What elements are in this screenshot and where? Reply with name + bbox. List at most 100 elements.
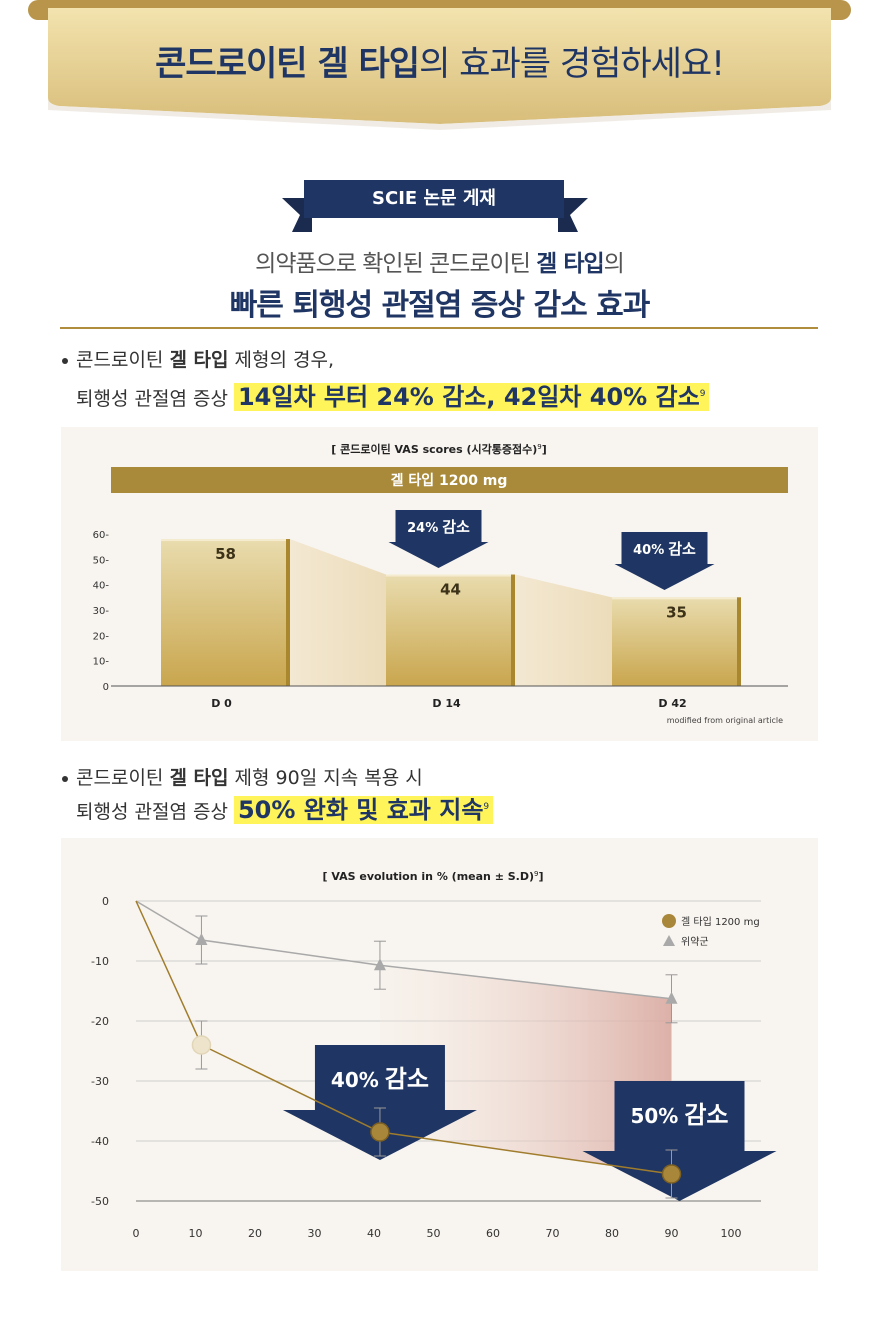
legend-placebo-marker	[663, 935, 675, 946]
line-xtick-label: 90	[665, 1227, 679, 1240]
bullet2-line1: 콘드로이틴 겔 타입 제형 90일 지속 복용 시	[62, 762, 423, 794]
bar-ytick-label: 60-	[93, 530, 110, 541]
banner-title-bold: 콘드로이틴 겔 타입	[155, 44, 420, 84]
line-xtick-label: 10	[189, 1227, 203, 1240]
dose-band	[111, 467, 788, 493]
bullet1-line2: 퇴행성 관절염 증상 14일차 부터 24% 감소, 42일차 40% 감소9	[76, 378, 710, 415]
bullet2-highlight-text: 50% 완화 및 효과 지속	[237, 796, 484, 824]
line-chart-title-text: [ VAS evolution in % (mean ± S.D)	[322, 870, 534, 883]
placebo-line	[135, 900, 672, 1000]
line-ytick-label: 0	[102, 895, 109, 908]
bar-top	[161, 539, 286, 542]
bar-category-label: D 0	[211, 697, 232, 710]
bar-ytick-label: 10-	[93, 657, 110, 668]
banner-title: 콘드로이틴 겔 타입의 효과를 경험하세요!	[0, 36, 879, 85]
title-banner	[28, 0, 851, 130]
reduction-text: 감소	[385, 1065, 429, 1093]
reduction-pct: 40%	[633, 543, 664, 558]
bullet2-pre: 콘드로이틴	[76, 767, 170, 789]
bullet1-bold: 겔 타입	[169, 349, 229, 371]
bar-category-label: D 14	[432, 697, 461, 710]
bullet2-bold: 겔 타입	[169, 767, 229, 789]
bullet1-post: 제형의 경우,	[228, 349, 335, 371]
subtitle-line1: 의약품으로 확인된 콘드로이틴 겔 타입의	[0, 244, 879, 278]
bar-value-label: 35	[666, 603, 687, 621]
bullet1-highlight: 14일차 부터 24% 감소, 42일차 40% 감소9	[233, 383, 710, 411]
divider	[60, 327, 818, 329]
bar-connector	[515, 574, 612, 686]
bar-ytick-label: 40-	[93, 581, 110, 592]
scie-badge: SCIE 논문 게재	[304, 180, 564, 218]
bar-chart-title: [ 콘드로이틴 VAS scores (시각통증점수)9]	[331, 442, 546, 456]
line-chart-title: [ VAS evolution in % (mean ± S.D)9]	[322, 870, 543, 883]
bar-chart-title-close: ]	[542, 443, 547, 456]
bullet1-ref: 9	[699, 389, 706, 399]
line-xtick-label: 80	[605, 1227, 619, 1240]
bar-value-label: 58	[215, 545, 236, 563]
line-ytick-label: -50	[91, 1195, 109, 1208]
bar-value-label: 44	[440, 581, 461, 599]
bar-ytick-label: 50-	[93, 555, 110, 566]
line-ytick-label: -10	[91, 955, 109, 968]
placebo-point	[373, 958, 386, 971]
line-xtick-label: 60	[486, 1227, 500, 1240]
gel-line	[135, 900, 672, 1175]
reduction-text: 감소	[668, 540, 696, 558]
bullet1-line2-pre: 퇴행성 관절염 증상	[76, 388, 234, 410]
line-chart: [ VAS evolution in % (mean ± S.D)9] 0 -10 -…	[91, 870, 777, 1240]
bar-edge	[286, 539, 290, 686]
line-xtick-label: 100	[721, 1227, 742, 1240]
reduction-pct: 24%	[407, 521, 438, 536]
source-note: modified from original article	[667, 716, 783, 725]
line-chart-title-ref: 9	[534, 870, 538, 878]
bar-chart-title-text: [ 콘드로이틴 VAS scores (시각통증점수)	[331, 442, 537, 456]
legend-gel-marker	[662, 914, 676, 928]
line-ytick-label: -30	[91, 1075, 109, 1088]
bar-connector	[290, 539, 386, 686]
bullet1-highlight-text: 14일차 부터 24% 감소, 42일차 40% 감소	[237, 383, 700, 411]
reduction-text: 감소	[684, 1101, 728, 1129]
reduction-pct: 40%	[331, 1068, 379, 1092]
bar	[161, 539, 290, 686]
bar-chart-title-ref: 9	[537, 443, 541, 451]
bar-ytick-label: 20-	[93, 631, 110, 642]
subtitle-line2: 빠른 퇴행성 관절염 증상 감소 효과	[229, 288, 651, 323]
bullet2-ref: 9	[483, 802, 490, 812]
placebo-point	[195, 933, 208, 945]
bar	[386, 574, 515, 686]
bullet2-line2-pre: 퇴행성 관절염 증상	[76, 801, 234, 823]
bullet1-line1: 콘드로이틴 겔 타입 제형의 경우,	[62, 344, 334, 376]
banner-title-rest: 의 효과를 경험하세요!	[419, 44, 725, 84]
bullet2-post: 제형 90일 지속 복용 시	[228, 767, 423, 789]
bullet-dot	[62, 357, 68, 364]
reduction-label: 24% 감소	[407, 518, 470, 536]
reduction-arrow	[282, 1045, 477, 1160]
bar-edge	[737, 597, 741, 686]
line-xtick-label: 30	[308, 1227, 322, 1240]
bullet1-pre: 콘드로이틴	[76, 349, 170, 371]
line-chart-title-close: ]	[538, 870, 543, 883]
bullet2-line2: 퇴행성 관절염 증상 50% 완화 및 효과 지속9	[76, 791, 494, 828]
line-xtick-label: 40	[367, 1227, 381, 1240]
bar-ytick-label: 30-	[93, 606, 110, 617]
line-ytick-label: -40	[91, 1135, 109, 1148]
subtitle-line1-post: 의	[603, 251, 625, 277]
gel-point	[370, 1122, 390, 1142]
reduction-arrow	[614, 532, 715, 590]
subtitle-line1-pre: 의약품으로 확인된 콘드로이틴	[255, 251, 537, 277]
bar-top	[386, 574, 511, 577]
gel-point	[191, 1035, 212, 1055]
reduction-label: 40% 감소	[633, 540, 696, 558]
bar-top	[612, 597, 737, 600]
reduction-arrow	[388, 510, 489, 568]
placebo-point	[665, 991, 678, 1004]
reduction-arrow	[582, 1081, 777, 1201]
reduction-text: 감소	[442, 518, 470, 536]
reduction-label: 40% 감소	[331, 1065, 429, 1093]
reduction-pct: 50%	[630, 1104, 678, 1128]
legend-gel-label: 겔 타입 1200 mg	[681, 915, 760, 928]
line-xtick-label: 20	[248, 1227, 262, 1240]
line-ytick-label: -20	[91, 1015, 109, 1028]
bar-chart: [ 콘드로이틴 VAS scores (시각통증점수)9] 겔 타입 1200 m…	[93, 442, 788, 725]
reduction-label: 50% 감소	[630, 1101, 728, 1129]
